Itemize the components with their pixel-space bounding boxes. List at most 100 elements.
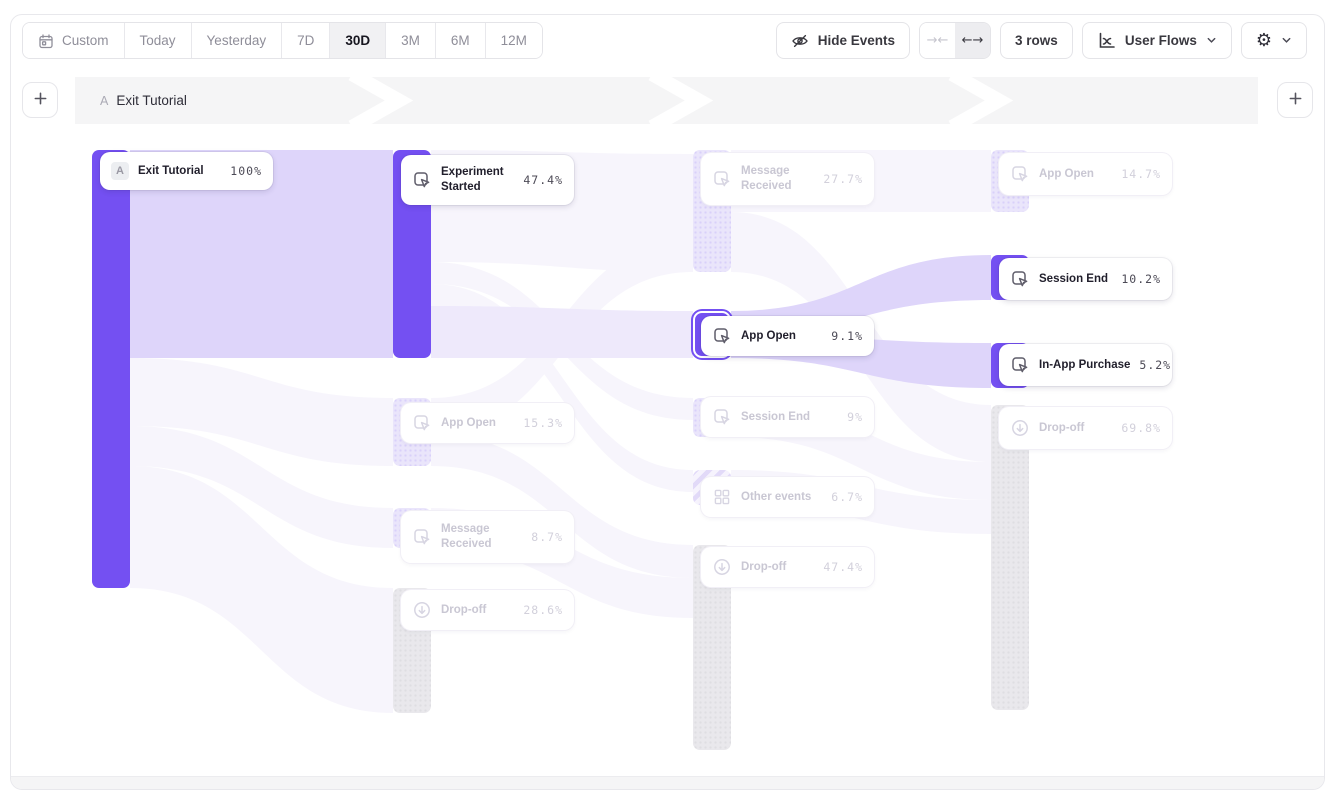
node-label: Drop-off: [441, 603, 487, 616]
date-range-today[interactable]: Today: [123, 23, 191, 58]
chevron-down-icon: [1206, 35, 1217, 46]
node-card-app-open[interactable]: App Open 14.7%: [999, 153, 1172, 195]
node-card-in-app-purchase[interactable]: In-App Purchase 5.2%: [999, 344, 1172, 386]
node-card-drop-off[interactable]: Drop-off 28.6%: [401, 590, 574, 630]
node-label: In-App Purchase: [1039, 358, 1131, 371]
node-card-drop-off[interactable]: Drop-off 69.8%: [999, 407, 1172, 449]
event-icon: [1010, 355, 1030, 375]
node-label: Message Received: [741, 165, 792, 192]
node-bar-drop-off[interactable]: [991, 405, 1029, 710]
node-label: Experiment Started: [441, 166, 504, 193]
node-percentage: 14.7%: [1121, 167, 1161, 181]
node-card-message-received[interactable]: Message Received 8.7%: [401, 511, 574, 563]
node-percentage: 9%: [847, 410, 863, 424]
event-icon: [712, 326, 732, 346]
node-label: Drop-off: [1039, 421, 1085, 434]
sankey-link[interactable]: [431, 284, 693, 492]
plus-icon: [33, 91, 48, 109]
other-events-icon: [712, 487, 732, 507]
expand-columns-button[interactable]: ←→: [955, 23, 991, 58]
event-icon: [712, 169, 732, 189]
node-percentage: 9.1%: [831, 329, 863, 343]
node-label: Exit Tutorial: [138, 164, 204, 177]
date-range-12m[interactable]: 12M: [484, 23, 542, 58]
node-card-exit-tutorial[interactable]: A Exit Tutorial 100%: [100, 152, 273, 190]
date-range-custom[interactable]: Custom: [23, 23, 124, 58]
sankey-link[interactable]: [130, 466, 393, 713]
node-percentage: 28.6%: [523, 603, 563, 617]
hide-events-button[interactable]: Hide Events: [775, 22, 911, 59]
rows-button[interactable]: 3 rows: [1000, 22, 1073, 59]
node-percentage: 69.8%: [1121, 421, 1161, 435]
node-percentage: 10.2%: [1121, 272, 1161, 286]
event-icon: [1010, 164, 1030, 184]
sankey-link[interactable]: [130, 358, 393, 466]
sankey-link[interactable]: [130, 426, 393, 548]
node-card-app-open[interactable]: App Open 15.3%: [401, 403, 574, 443]
node-percentage: 6.7%: [831, 490, 863, 504]
node-percentage: 8.7%: [531, 530, 563, 544]
date-range-label: Today: [139, 33, 176, 48]
calendar-icon: [38, 33, 54, 49]
view-selector-label: User Flows: [1124, 33, 1197, 48]
node-card-experiment-started[interactable]: Experiment Started 47.4%: [401, 155, 574, 205]
view-selector-button[interactable]: User Flows: [1081, 22, 1232, 59]
collapse-columns-button[interactable]: →←: [920, 23, 956, 58]
sankey-link[interactable]: [130, 150, 393, 358]
node-label: App Open: [1039, 167, 1094, 180]
gear-icon: ⚙: [1255, 29, 1272, 51]
node-percentage: 27.7%: [823, 172, 863, 186]
node-percentage: 47.4%: [523, 173, 563, 187]
hide-events-label: Hide Events: [817, 33, 896, 48]
node-label: Message Received: [441, 523, 492, 550]
bottom-scrollbar-track[interactable]: [11, 776, 1324, 789]
node-card-session-end[interactable]: Session End 10.2%: [999, 258, 1172, 300]
sankey-link[interactable]: [431, 306, 693, 358]
flows-chart-icon: [1097, 31, 1116, 50]
event-icon: [412, 413, 432, 433]
node-card-app-open[interactable]: App Open 9.1%: [701, 316, 874, 356]
date-range-label: Yesterday: [206, 33, 267, 48]
node-label: Drop-off: [741, 560, 787, 573]
node-percentage: 15.3%: [523, 416, 563, 430]
date-range-30d[interactable]: 30D: [329, 23, 386, 58]
node-label: App Open: [441, 416, 496, 429]
step-event-name: Exit Tutorial: [116, 93, 187, 108]
node-card-session-end[interactable]: Session End 9%: [701, 397, 874, 437]
sankey-link[interactable]: [431, 434, 693, 578]
date-range-6m[interactable]: 6M: [434, 23, 485, 58]
date-range-label: Custom: [62, 33, 109, 48]
add-step-left-button[interactable]: [22, 82, 58, 118]
flow-steps-header[interactable]: A Exit Tutorial: [75, 77, 1258, 124]
node-card-other-events[interactable]: Other events 6.7%: [701, 477, 874, 517]
rows-label: 3 rows: [1015, 33, 1058, 48]
drop-off-icon: [1010, 418, 1030, 438]
sankey-link[interactable]: [731, 255, 991, 334]
node-bar-exit-tutorial[interactable]: [92, 150, 130, 588]
event-icon: [712, 407, 732, 427]
node-label: Session End: [1039, 272, 1109, 285]
date-range-label: 12M: [500, 33, 527, 48]
step-marker-badge: A: [111, 162, 129, 180]
drop-off-icon: [412, 600, 432, 620]
node-card-message-received[interactable]: Message Received 27.7%: [701, 153, 874, 205]
event-icon: [412, 527, 432, 547]
date-range-yesterday[interactable]: Yesterday: [190, 23, 282, 58]
date-range-3m[interactable]: 3M: [385, 23, 435, 58]
node-label: Session End: [741, 410, 811, 423]
add-step-right-button[interactable]: [1277, 82, 1313, 118]
settings-button[interactable]: ⚙: [1240, 22, 1307, 59]
date-range-label: 7D: [297, 33, 315, 48]
node-percentage: 5.2%: [1139, 358, 1172, 372]
eye-off-icon: [791, 32, 809, 50]
node-card-drop-off[interactable]: Drop-off 47.4%: [701, 547, 874, 587]
date-range-label: 3M: [401, 33, 420, 48]
step-separators: [348, 77, 1014, 124]
plus-icon: [1288, 91, 1303, 109]
drop-off-icon: [712, 557, 732, 577]
step-a-label[interactable]: A Exit Tutorial: [100, 77, 187, 124]
date-range-7d[interactable]: 7D: [281, 23, 330, 58]
arrows-collapse-icon: →←: [926, 33, 949, 48]
